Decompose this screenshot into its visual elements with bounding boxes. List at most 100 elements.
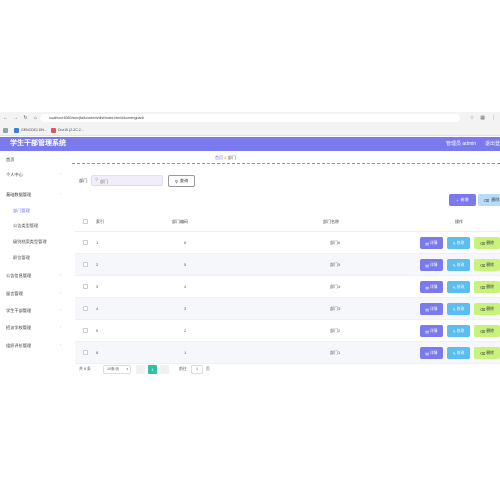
search-input[interactable] (100, 177, 160, 185)
sidebar-item-label: 招访学校管理 (6, 325, 32, 330)
chevron-right-icon: › (60, 343, 62, 347)
bookmark-item[interactable] (3, 127, 10, 133)
page-number-current[interactable]: 1 (148, 365, 157, 374)
goto-label: 前往 (179, 367, 187, 371)
detail-button[interactable]: ▤ 详情 (420, 347, 443, 359)
edit-button[interactable]: ✎ 修改 (447, 259, 470, 271)
detail-button[interactable]: ▤ 详情 (420, 303, 443, 315)
trash-icon: ⌫ (480, 351, 486, 356)
row-checkbox[interactable] (83, 306, 88, 311)
cell-code: 5 (184, 262, 187, 267)
row-checkbox[interactable] (83, 350, 88, 355)
sidebar-item[interactable]: 级别档案类型管理 (13, 239, 47, 245)
sidebar-item[interactable]: 部门管理 (13, 208, 30, 214)
breadcrumb: 首页 & 部门 (215, 155, 236, 161)
extensions-icon[interactable]: ▦ (480, 115, 485, 121)
bookmark-item[interactable]: Cnz15 (2-2C.2... (50, 127, 84, 133)
forward-icon[interactable]: → (13, 115, 18, 121)
detail-label: 详情 (430, 328, 438, 333)
detail-button[interactable]: ▤ 详情 (420, 259, 443, 271)
prev-page-button[interactable]: ‹ (136, 365, 145, 374)
edit-label: 修改 (456, 262, 465, 267)
logout-link[interactable]: 退出登录 (485, 141, 500, 147)
cell-name: 部门1 (330, 350, 341, 355)
pencil-icon: ✎ (452, 263, 456, 268)
chevron-right-icon: › (60, 308, 62, 312)
delete-button[interactable]: ⌫ 删除 (474, 325, 500, 337)
detail-icon: ▤ (425, 307, 429, 312)
bookmark-item[interactable]: GENCDE1 DN... (14, 127, 47, 133)
address-bar[interactable]: localhost:8080/ssmj6z8z/admin/dist/index… (40, 114, 460, 122)
detail-label: 详情 (430, 284, 438, 289)
app-title: 学生干部管理系统 (10, 140, 66, 147)
menu-icon[interactable]: ⋮ (491, 115, 496, 121)
sidebar-item[interactable]: 公告信息管理 › (6, 273, 61, 279)
goto-unit: 页 (206, 367, 210, 371)
batch-delete-button[interactable]: ⌫ 删除 (478, 194, 500, 206)
select-all-checkbox[interactable] (83, 219, 88, 224)
cell-name: 部门6 (330, 240, 341, 245)
sidebar-item-label: 首页 (6, 157, 15, 162)
delete-button[interactable]: ⌫ 删除 (474, 347, 500, 359)
edit-button[interactable]: ✎ 修改 (447, 325, 470, 337)
back-icon[interactable]: ← (3, 115, 8, 121)
sidebar-item-label: 组织评价管理 (6, 343, 32, 348)
query-button[interactable]: ⚲ 查询 (168, 175, 195, 187)
sidebar-item[interactable]: 留言管理 › (6, 291, 61, 297)
delete-label: 删除 (486, 328, 494, 333)
pagination-total: 共 6 条 (79, 367, 91, 371)
delete-label: 删除 (486, 284, 494, 289)
row-checkbox[interactable] (83, 262, 88, 267)
edit-button[interactable]: ✎ 修改 (447, 237, 470, 249)
url-text: localhost:8080/ssmj6z8z/admin/dist/index… (49, 116, 144, 120)
row-checkbox[interactable] (83, 284, 88, 289)
delete-button[interactable]: ⌫ 删除 (474, 259, 500, 271)
detail-button[interactable]: ▤ 详情 (420, 237, 443, 249)
breadcrumb-home[interactable]: 首页 (215, 155, 223, 160)
chevron-right-icon: › (60, 291, 62, 295)
cell-name: 部门2 (330, 328, 341, 333)
delete-button[interactable]: ⌫ 删除 (474, 281, 500, 293)
sidebar-item[interactable]: 学生干部管理 › (6, 308, 61, 314)
delete-button[interactable]: ⌫ 删除 (474, 303, 500, 315)
sidebar-item[interactable]: 职位管理 (13, 255, 30, 261)
reload-icon[interactable]: ↻ (23, 115, 28, 121)
pencil-icon: ✎ (452, 329, 456, 334)
trash-icon: ⌫ (480, 263, 486, 268)
detail-label: 详情 (430, 306, 438, 311)
sidebar-item[interactable]: 招访学校管理 › (6, 325, 61, 331)
page-size-select[interactable]: 10条/页 ▾ (103, 365, 131, 374)
detail-label: 详情 (430, 262, 438, 267)
detail-button[interactable]: ▤ 详情 (420, 325, 443, 337)
sidebar-item[interactable]: 组织评价管理 › (6, 343, 61, 349)
star-icon[interactable]: ☆ (469, 115, 475, 121)
table-row: 4 3 部门3 ▤ 详情 ✎ 修改 ⌫ 删除 (75, 298, 500, 320)
chevron-right-icon: › (60, 192, 62, 196)
search-icon: ⚲ (95, 177, 99, 182)
next-page-button[interactable]: › (160, 365, 169, 374)
sidebar-item[interactable]: 基础数据管理 › (6, 192, 61, 198)
sidebar-item-label: 公告信息管理 (6, 273, 32, 278)
edit-label: 修改 (456, 284, 465, 289)
add-button[interactable]: + 新增 (449, 194, 476, 206)
row-checkbox[interactable] (83, 328, 88, 333)
page-size-value: 10条/页 (107, 367, 120, 371)
home-icon[interactable]: ⌂ (33, 115, 38, 121)
edit-label: 修改 (456, 328, 465, 333)
delete-button[interactable]: ⌫ 删除 (474, 237, 500, 249)
goto-page-input[interactable]: 1 (191, 365, 203, 374)
row-checkbox[interactable] (83, 240, 88, 245)
edit-button[interactable]: ✎ 修改 (447, 347, 470, 359)
trash-icon: ⌫ (483, 197, 490, 203)
detail-button[interactable]: ▤ 详情 (420, 281, 443, 293)
sidebar-item[interactable]: 首页 (6, 157, 14, 163)
sidebar-item[interactable]: 个人中心 › (6, 172, 61, 178)
sidebar-item[interactable]: 公告类型管理 (13, 223, 38, 229)
add-button-label: 新增 (460, 197, 469, 202)
bookmark-icon (14, 127, 19, 133)
delete-label: 删除 (486, 350, 494, 355)
edit-button[interactable]: ✎ 修改 (447, 303, 470, 315)
edit-button[interactable]: ✎ 修改 (447, 281, 470, 293)
apps-icon (3, 127, 8, 133)
cell-name: 部门4 (330, 284, 341, 289)
